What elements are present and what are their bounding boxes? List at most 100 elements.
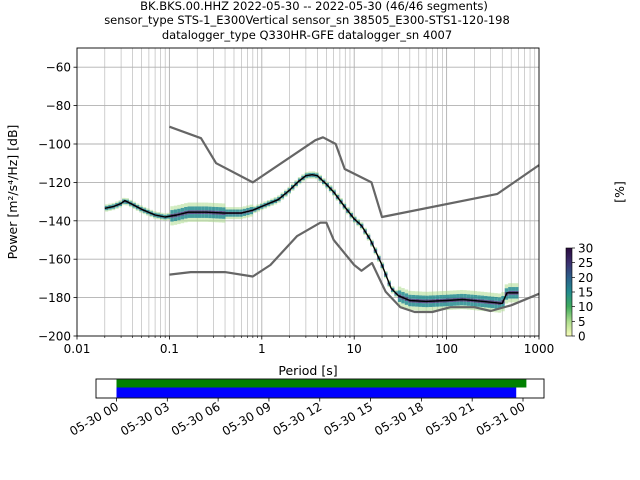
- y-axis-label: Power [m²/s⁴/Hz] [dB]: [5, 125, 20, 260]
- x-tick-label: 0.01: [64, 342, 91, 356]
- density-cell: [256, 204, 260, 206]
- density-cell: [425, 307, 429, 311]
- density-cell: [401, 291, 405, 296]
- density-cell: [508, 287, 512, 291]
- colorbar-tick-label: 10: [578, 300, 593, 314]
- density-cell: [494, 296, 498, 301]
- density-cell: [225, 214, 229, 217]
- density-cell: [515, 283, 519, 288]
- density-cell: [156, 212, 160, 214]
- density-cell: [211, 206, 216, 211]
- density-cell: [187, 202, 191, 207]
- density-cell: [173, 209, 178, 214]
- density-cell: [115, 203, 119, 205]
- density-cell: [253, 205, 257, 208]
- density-cell: [404, 293, 409, 298]
- density-cell: [315, 176, 319, 178]
- density-cell: [346, 207, 350, 209]
- density-cell: [142, 211, 147, 213]
- density-cell: [408, 302, 412, 307]
- density-cell: [318, 176, 323, 178]
- density-cell: [208, 218, 212, 222]
- density-cell: [411, 294, 416, 299]
- density-cell: [122, 202, 126, 204]
- timeline-tick-label: 05-30 09: [220, 399, 274, 438]
- density-cell: [277, 199, 281, 202]
- density-cell: [322, 182, 326, 184]
- density-cell: [125, 203, 129, 206]
- density-cell: [225, 207, 229, 210]
- density-cell: [163, 217, 167, 220]
- density-cell: [308, 171, 312, 173]
- plot-area: 0.01 0.1 1 10 100 1000 −60 −80 −100 −120 −140 −160…: [38, 47, 554, 356]
- density-cell: [215, 218, 219, 223]
- density-cell: [218, 218, 223, 223]
- density-cell: [163, 213, 167, 215]
- density-cell: [477, 291, 481, 296]
- density-cell: [259, 207, 264, 209]
- density-cell: [273, 202, 278, 205]
- density-cell: [387, 279, 391, 282]
- density-cell: [304, 177, 309, 180]
- density-cell: [304, 173, 309, 175]
- density-cell: [470, 290, 474, 295]
- density-cell: [339, 198, 343, 200]
- density-cell: [135, 204, 140, 207]
- density-cell: [215, 203, 219, 207]
- density-cell: [487, 303, 491, 308]
- density-cell: [156, 216, 160, 218]
- density-cell: [108, 205, 112, 207]
- density-cell: [232, 216, 236, 220]
- density-cell: [456, 301, 460, 306]
- density-cell: [318, 174, 323, 177]
- density-cell: [184, 203, 188, 208]
- density-cell: [511, 283, 516, 288]
- timeline-tick-label: 05-30 06: [169, 399, 223, 438]
- density-cell: [259, 208, 264, 211]
- density-cell: [253, 210, 257, 212]
- density-cell: [197, 202, 202, 207]
- density-cell: [294, 180, 298, 182]
- density-cell: [315, 173, 319, 175]
- density-cell: [363, 227, 367, 230]
- density-cell: [335, 199, 340, 201]
- density-cell: [508, 294, 512, 299]
- density-cell: [128, 205, 133, 208]
- density-cell: [222, 214, 226, 219]
- x-tick-label: 100: [435, 342, 458, 356]
- density-cell: [266, 200, 271, 202]
- density-cell: [325, 182, 329, 185]
- density-cell: [421, 307, 426, 311]
- density-cell: [480, 291, 485, 296]
- density-cell: [508, 283, 512, 288]
- density-cell: [301, 178, 305, 181]
- density-cell: [273, 201, 278, 203]
- density-cell: [370, 239, 374, 242]
- plot-frame: [76, 47, 540, 337]
- density-cell: [197, 206, 202, 211]
- density-cell: [404, 300, 409, 305]
- density-cell: [104, 210, 109, 212]
- density-cell: [239, 209, 243, 212]
- timeline-tick-label: 05-30 15: [321, 399, 375, 438]
- density-cell: [187, 214, 191, 218]
- y-tick-label: −60: [46, 61, 71, 75]
- density-cell: [342, 208, 347, 210]
- density-cell: [432, 302, 436, 307]
- density-cell: [287, 186, 291, 189]
- colorbar-label: [%]: [612, 181, 627, 203]
- density-cell: [439, 302, 443, 307]
- density-cell: [366, 234, 371, 237]
- density-cell: [122, 199, 126, 201]
- title-line-2: sensor_type STS-1_E300Vertical sensor_sn…: [104, 13, 510, 27]
- density-cell: [435, 302, 440, 307]
- density-cell: [384, 271, 388, 273]
- density-cell: [211, 214, 216, 219]
- density-cell: [373, 252, 378, 255]
- density-cell: [446, 294, 450, 299]
- density-cell: [153, 211, 157, 213]
- density-cell: [259, 202, 264, 205]
- density-cell: [225, 216, 229, 220]
- density-cell: [228, 216, 233, 220]
- density-cell: [270, 200, 274, 202]
